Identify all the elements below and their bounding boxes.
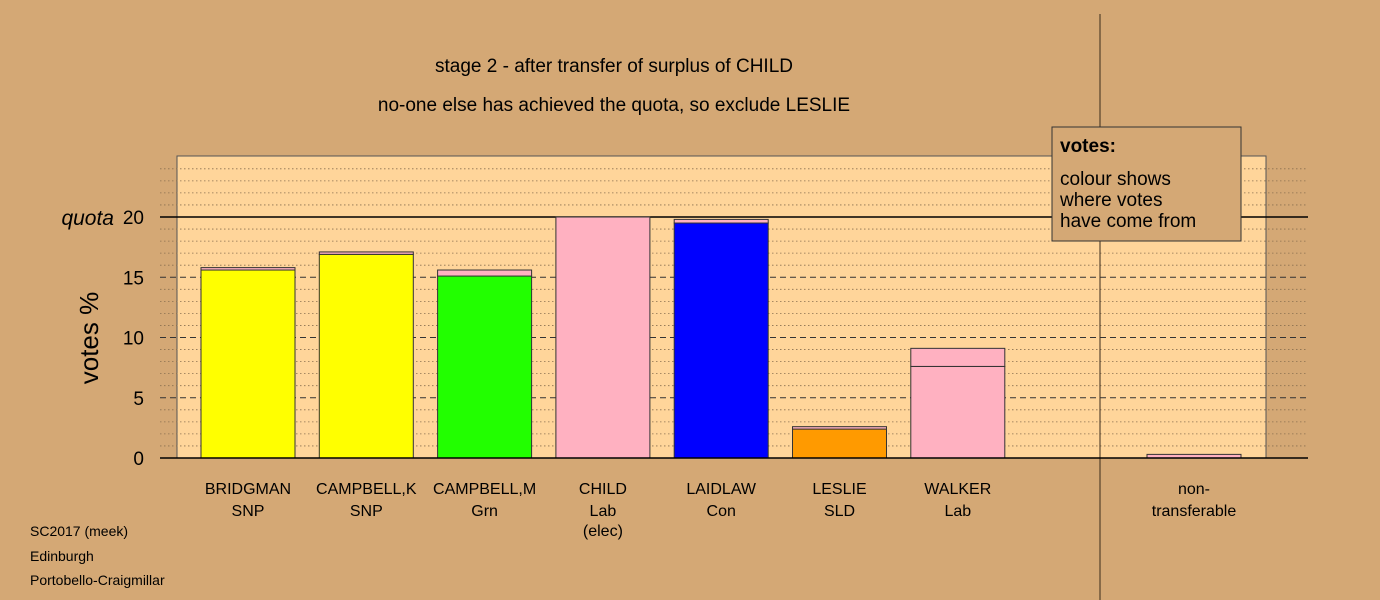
candidate-name: LESLIE (812, 481, 866, 498)
candidate-name: BRIDGMAN (205, 481, 291, 498)
y-tick-label: 10 (123, 329, 144, 350)
bar-first-preference (792, 428, 887, 459)
bar-group-campbell-k: CAMPBELL,K SNP (316, 251, 417, 520)
bar-first-preference (437, 275, 533, 459)
bar-group-leslie: LESLIE SLD (792, 426, 887, 520)
candidate-name: CHILD (579, 481, 627, 498)
bar-first-preference (673, 222, 769, 459)
bar-group-child: CHILD Lab (elec) (555, 216, 651, 540)
footer-ward: Portobello-Craigmillar (30, 572, 165, 588)
footer-method: SC2017 (meek) (30, 523, 128, 539)
chart-subtitle: no-one else has achieved the quota, so e… (378, 95, 850, 116)
bar-transfer (792, 426, 887, 430)
chart-title: stage 2 - after transfer of surplus of C… (435, 56, 793, 77)
y-axis-label: votes % (74, 292, 104, 385)
y-tick-label: 15 (123, 268, 144, 289)
bar-transfer (673, 218, 769, 224)
bar-first-preference (555, 216, 651, 459)
candidate-name: LAIDLAW (686, 481, 757, 498)
candidate-name: CAMPBELL,M (433, 481, 536, 498)
candidate-party: SNP (232, 503, 265, 520)
legend: votes: colour shows where votes have com… (1051, 126, 1242, 242)
y-tick-label: 20 (123, 208, 144, 229)
candidate-party: Lab (590, 503, 617, 520)
bar-first-preference (200, 269, 296, 459)
nontransferable-label-2: transferable (1152, 503, 1237, 520)
legend-line-1: colour shows (1060, 169, 1171, 190)
candidate-party: SNP (350, 503, 383, 520)
y-tick-label: 0 (133, 449, 144, 470)
candidate-party: Lab (944, 503, 971, 520)
legend-title: votes: (1060, 136, 1116, 157)
candidate-name: CAMPBELL,K (316, 481, 417, 498)
bar-group-campbell-m: CAMPBELL,M Grn (433, 269, 536, 520)
bar-group-laidlaw: LAIDLAW Con (673, 218, 769, 520)
y-tick-label: 5 (133, 389, 144, 410)
bar-transfer (437, 269, 533, 277)
candidate-status: (elec) (583, 523, 623, 540)
bars: BRIDGMAN SNP CAMPBELL,K SNP CAMPBELL,M Grn CHI… (200, 216, 1242, 540)
bar-transfer (318, 251, 414, 255)
bar-transfer (910, 347, 1006, 367)
bar-first-preference (910, 365, 1006, 459)
candidate-party: Con (707, 503, 736, 520)
bar-transfer (200, 267, 296, 271)
footer-council: Edinburgh (30, 548, 94, 564)
nontransferable-label-1: non- (1178, 481, 1210, 498)
legend-line-2: where votes (1059, 190, 1162, 211)
legend-line-3: have come from (1060, 211, 1196, 232)
bar-group-walker: WALKER Lab (910, 347, 1006, 520)
candidate-party: Grn (471, 503, 498, 520)
candidate-party: SLD (824, 503, 855, 520)
candidate-name: WALKER (924, 481, 991, 498)
legend-box (1051, 126, 1242, 242)
quota-label: quota (61, 207, 114, 230)
bar-first-preference (318, 253, 414, 459)
bar-group-bridgman: BRIDGMAN SNP (200, 267, 296, 520)
axes: 0 5 10 15 20 quota (61, 207, 1308, 470)
